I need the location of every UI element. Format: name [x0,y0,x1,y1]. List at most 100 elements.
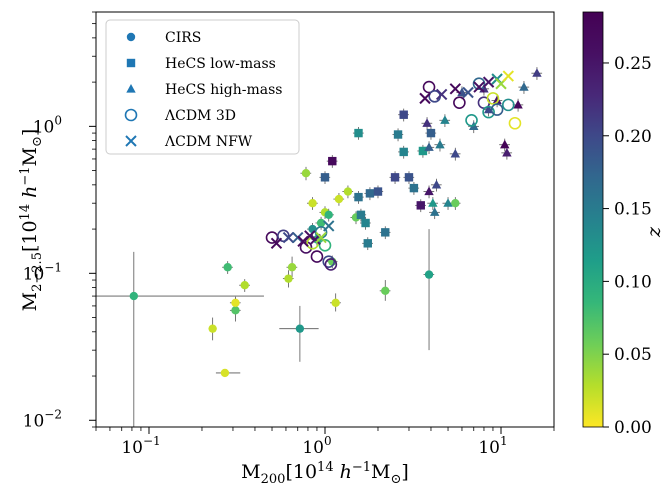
legend-marker [126,84,136,93]
data-point [270,237,283,250]
legend-marker [126,32,136,42]
data-point [310,250,324,263]
legend-label: HeCS low-mass [165,56,276,72]
data-point [365,189,375,198]
data-point [422,118,432,127]
data-point [502,147,512,157]
data-point [129,291,139,301]
data-point [490,103,504,116]
data-point [435,139,445,149]
colorbar-label: z [643,226,665,238]
data-point [462,86,474,99]
data-point [502,98,515,112]
colorbar-tick-label: 0.05 [614,345,652,365]
data-point [440,115,450,124]
data-point [381,228,390,237]
data-point [356,210,366,220]
data-point [453,96,466,109]
data-point [331,298,340,308]
data-point [208,324,217,333]
data-point [322,255,336,268]
data-point [443,198,453,207]
colorbar-tick-label: 0.25 [614,54,652,74]
data-point [422,80,436,94]
data-point [304,230,316,242]
y-tick-label: 100 [33,113,62,137]
colorbar-tick-label: 0.15 [614,200,652,220]
x-axis-label: M200[1014 h−1M⊙] [241,460,409,487]
x-tick-label: 100 [302,434,331,458]
data-point [295,324,305,333]
legend-label: ΛCDM NFW [164,134,253,150]
data-point [363,239,372,248]
data-point [399,147,408,157]
data-point [315,231,327,244]
colorbar-tick-label: 0.20 [614,127,652,147]
data-point [381,286,390,296]
data-point [292,231,304,244]
x-tick-label: 10−1 [121,434,160,458]
data-point [323,220,335,232]
data-point [418,146,428,156]
data-point [354,192,363,202]
data-point [301,169,311,178]
data-point [320,173,330,182]
data-point [390,173,400,182]
y-axis-label: M2−2.5[1014 h−1M⊙] [18,129,45,312]
colorbar-tick-label: 0.10 [614,272,652,292]
data-point [513,99,523,109]
data-point [482,105,495,119]
legend-marker [125,135,137,147]
data-point [424,186,434,196]
data-point [409,183,419,193]
legend: CIRS HeCS low-mass HeCS high-mass ΛCDM 3D ΛC… [105,19,300,155]
data-point [220,368,230,378]
data-point [431,179,442,189]
data-point [324,210,333,220]
data-point [465,113,478,127]
data-point [486,92,500,105]
data-point [492,95,502,105]
data-point [334,194,344,204]
data-point [393,130,403,139]
data-point [532,68,542,77]
data-point [324,258,338,271]
x-axis-ticks: 10−1 100 101 [95,427,555,458]
data-point [361,218,370,228]
data-point [502,70,515,82]
data-point [284,274,293,283]
data-point [473,81,485,93]
data-point [450,148,461,158]
data-point [282,231,295,244]
data-point [482,76,495,88]
data-point [318,239,332,252]
data-point [472,77,486,91]
data-point [373,187,383,196]
legend-marker [126,58,136,68]
y-axis-ticks: 10−2 10−1 100 [23,11,96,431]
data-point [354,128,363,138]
data-point [223,263,232,272]
data-point [500,139,510,149]
y-tick-label: 10−1 [23,260,62,284]
legend-marker [124,108,138,122]
data-point [430,207,440,216]
data-point [416,201,425,210]
x-tick-label: 101 [478,434,507,458]
data-point [508,116,522,130]
data-point [328,156,337,166]
data-point [231,298,240,308]
plot-area: 10−1 100 101 10−2 10−1 100 [23,11,555,458]
data-point [231,306,240,315]
data-point [449,83,462,95]
data-point [404,173,414,182]
legend-label: HeCS high-mass [165,82,282,98]
colorbar-tick-label: 0.00 [614,418,652,438]
colorbar: 0.00 0.05 0.10 0.15 0.20 0.25 z [582,11,665,438]
data-point [343,187,353,196]
data-point [435,88,448,101]
data-point [399,110,408,119]
data-point [419,92,431,105]
legend-label: CIRS [165,30,201,46]
